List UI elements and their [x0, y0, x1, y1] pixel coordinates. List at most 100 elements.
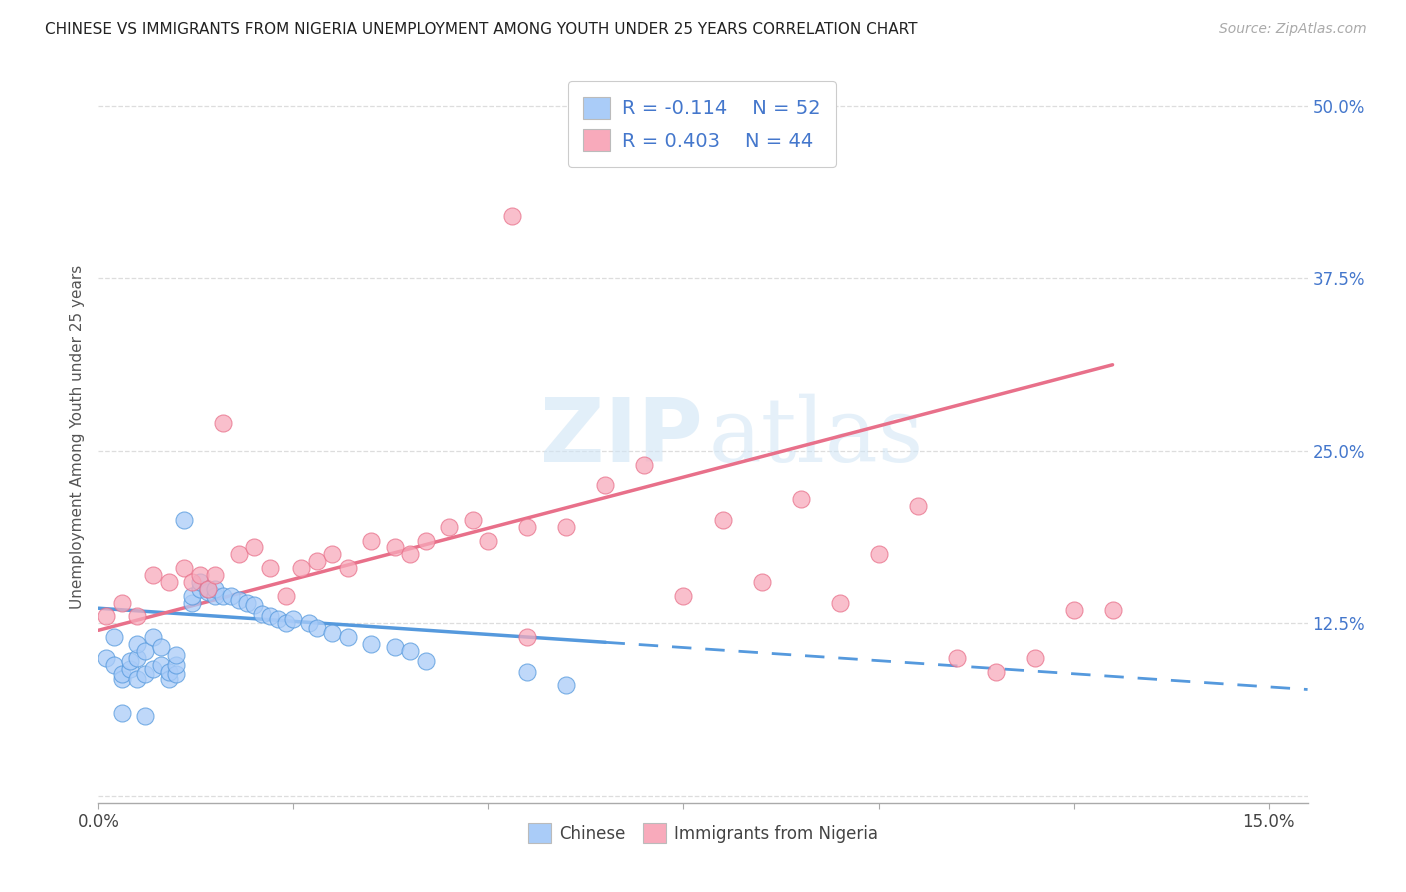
- Point: [415, 533, 437, 548]
- Text: atlas: atlas: [709, 393, 924, 481]
- Point: [360, 637, 382, 651]
- Text: ZIP: ZIP: [540, 393, 703, 481]
- Point: [501, 209, 523, 223]
- Point: [384, 640, 406, 654]
- Point: [142, 568, 165, 582]
- Point: [305, 554, 328, 568]
- Point: [142, 662, 165, 676]
- Point: [188, 574, 211, 589]
- Point: [127, 609, 149, 624]
- Point: [212, 417, 235, 431]
- Point: [595, 478, 617, 492]
- Point: [305, 621, 328, 635]
- Point: [461, 513, 484, 527]
- Point: [96, 609, 118, 624]
- Point: [789, 492, 811, 507]
- Point: [181, 574, 204, 589]
- Point: [111, 596, 134, 610]
- Point: [111, 672, 134, 686]
- Point: [984, 665, 1007, 679]
- Point: [415, 654, 437, 668]
- Point: [267, 612, 290, 626]
- Point: [228, 593, 250, 607]
- Point: [188, 568, 211, 582]
- Point: [259, 609, 281, 624]
- Point: [181, 589, 204, 603]
- Point: [384, 541, 406, 555]
- Point: [1063, 602, 1085, 616]
- Point: [134, 644, 156, 658]
- Point: [516, 665, 538, 679]
- Point: [111, 706, 134, 720]
- Point: [228, 548, 250, 562]
- Point: [197, 584, 219, 599]
- Point: [204, 589, 226, 603]
- Point: [181, 596, 204, 610]
- Point: [103, 657, 125, 672]
- Point: [243, 599, 266, 613]
- Point: [516, 520, 538, 534]
- Point: [399, 644, 422, 658]
- Point: [96, 651, 118, 665]
- Point: [134, 667, 156, 681]
- Point: [157, 672, 180, 686]
- Legend: Chinese, Immigrants from Nigeria: Chinese, Immigrants from Nigeria: [522, 817, 884, 849]
- Point: [360, 533, 382, 548]
- Point: [204, 582, 226, 596]
- Point: [118, 662, 141, 676]
- Point: [337, 630, 360, 644]
- Point: [149, 657, 172, 672]
- Point: [165, 667, 187, 681]
- Point: [173, 561, 195, 575]
- Point: [212, 589, 235, 603]
- Point: [555, 678, 578, 692]
- Point: [633, 458, 655, 472]
- Point: [127, 672, 149, 686]
- Point: [321, 626, 343, 640]
- Y-axis label: Unemployment Among Youth under 25 years: Unemployment Among Youth under 25 years: [69, 265, 84, 609]
- Point: [197, 582, 219, 596]
- Point: [439, 520, 461, 534]
- Point: [283, 612, 305, 626]
- Point: [204, 568, 226, 582]
- Point: [516, 630, 538, 644]
- Point: [1101, 602, 1123, 616]
- Point: [134, 709, 156, 723]
- Point: [868, 548, 890, 562]
- Point: [555, 520, 578, 534]
- Point: [321, 548, 343, 562]
- Point: [259, 561, 281, 575]
- Point: [243, 541, 266, 555]
- Point: [127, 651, 149, 665]
- Point: [274, 589, 297, 603]
- Point: [399, 548, 422, 562]
- Point: [157, 665, 180, 679]
- Point: [149, 640, 172, 654]
- Point: [165, 657, 187, 672]
- Point: [337, 561, 360, 575]
- Text: CHINESE VS IMMIGRANTS FROM NIGERIA UNEMPLOYMENT AMONG YOUTH UNDER 25 YEARS CORRE: CHINESE VS IMMIGRANTS FROM NIGERIA UNEMP…: [45, 22, 918, 37]
- Point: [165, 648, 187, 662]
- Point: [127, 637, 149, 651]
- Point: [252, 607, 274, 621]
- Point: [173, 513, 195, 527]
- Point: [142, 630, 165, 644]
- Point: [711, 513, 734, 527]
- Point: [157, 574, 180, 589]
- Point: [118, 654, 141, 668]
- Point: [235, 596, 257, 610]
- Point: [188, 582, 211, 596]
- Point: [111, 667, 134, 681]
- Point: [103, 630, 125, 644]
- Point: [751, 574, 773, 589]
- Point: [477, 533, 499, 548]
- Point: [290, 561, 312, 575]
- Point: [945, 651, 967, 665]
- Point: [907, 499, 929, 513]
- Point: [274, 616, 297, 631]
- Point: [672, 589, 695, 603]
- Point: [828, 596, 851, 610]
- Point: [298, 616, 321, 631]
- Text: Source: ZipAtlas.com: Source: ZipAtlas.com: [1219, 22, 1367, 37]
- Point: [1024, 651, 1046, 665]
